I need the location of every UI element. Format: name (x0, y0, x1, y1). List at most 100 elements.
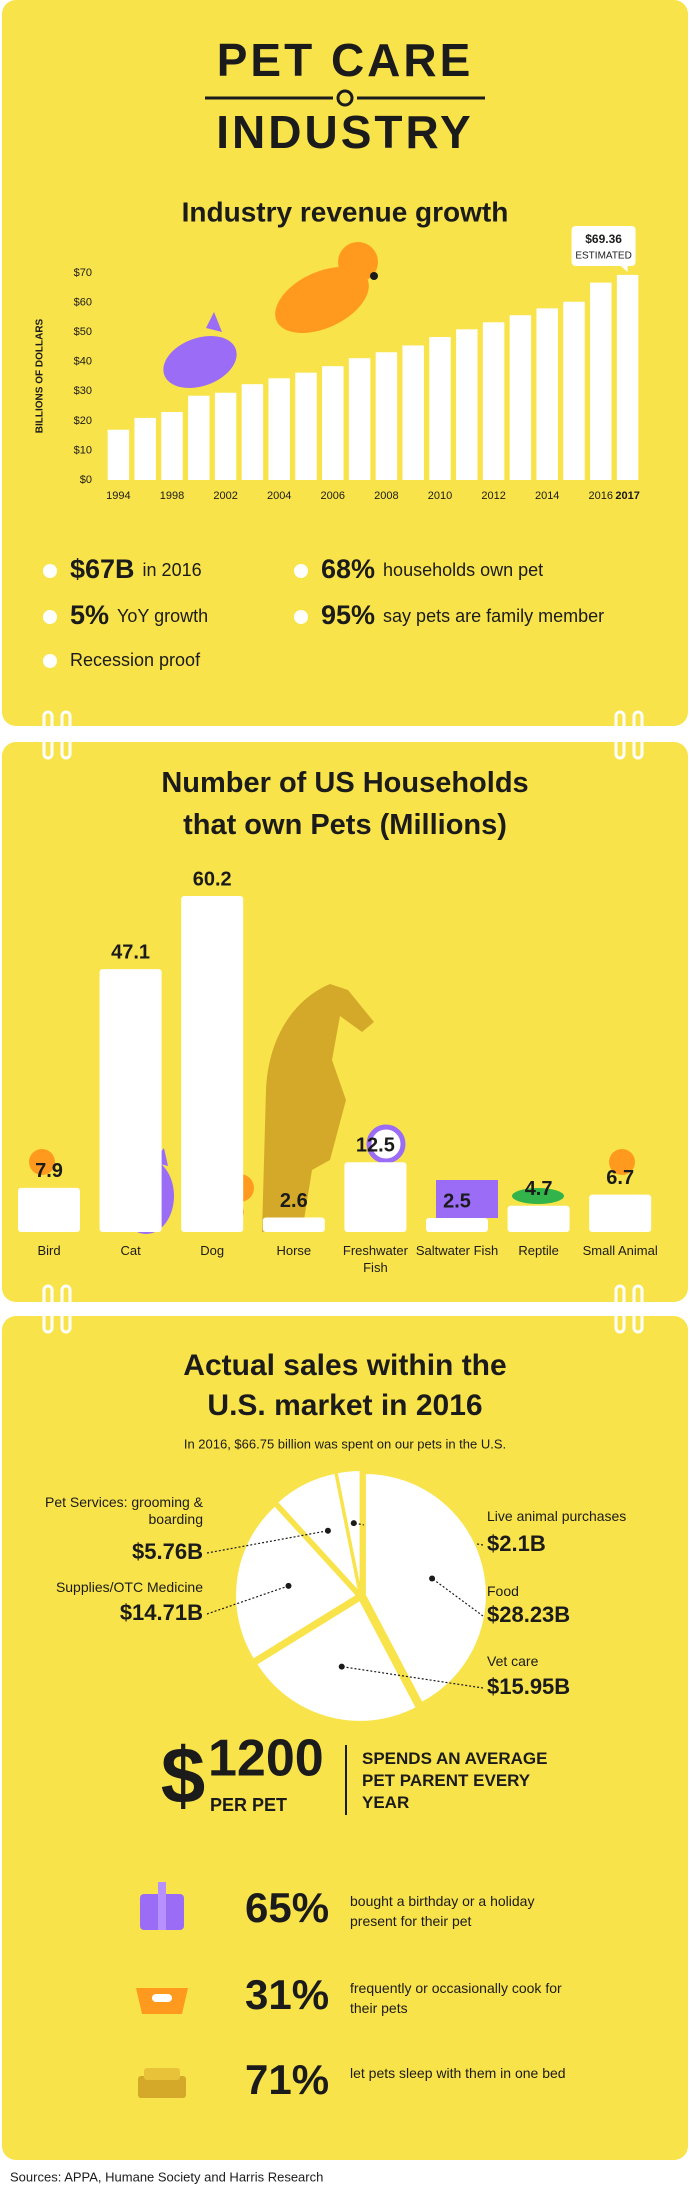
bar (426, 1218, 488, 1232)
chart-title: Industry revenue growth (182, 196, 509, 227)
leader-line (206, 1530, 329, 1554)
bar (589, 1194, 652, 1232)
value-label: 4.7 (525, 1178, 553, 1200)
bullet (43, 564, 57, 578)
currency: $ (161, 1731, 206, 1820)
bar (295, 372, 317, 480)
y-tick-label: $50 (74, 326, 92, 338)
stat: Recession proof (70, 650, 201, 670)
x-tick-label: Cat (120, 1243, 141, 1258)
bar (375, 352, 398, 480)
bar (456, 329, 478, 480)
x-tick-label: Dog (200, 1243, 225, 1258)
fact-value: 31% (245, 1971, 329, 2018)
amount: 1200 (208, 1730, 324, 1788)
leader-dot (285, 1582, 292, 1589)
stat-text: say pets are family member (383, 606, 604, 626)
bar (241, 384, 264, 480)
x-tick-label: Saltwater Fish (415, 1243, 499, 1258)
stat: 5% YoY growth (70, 600, 208, 630)
fact-text: frequently or occasionally cook for thei… (350, 1980, 562, 2016)
value-label: 60.2 (193, 868, 232, 890)
x-tick-label: 2014 (535, 490, 559, 502)
slice-label: Food (487, 1583, 519, 1599)
bar (344, 1162, 407, 1232)
value-label: 7.9 (35, 1160, 63, 1182)
panel (2, 0, 688, 726)
bar (507, 1205, 570, 1232)
slice-label: Vet care (487, 1653, 539, 1669)
stat-text: YoY growth (117, 606, 208, 626)
bullet (294, 610, 308, 624)
leader-dot (429, 1575, 436, 1582)
stat-value: 5% (70, 600, 109, 630)
annotation-box (571, 226, 636, 266)
x-tick-label: 2017 (615, 490, 639, 502)
bar (482, 322, 505, 480)
icons (136, 1882, 188, 2098)
leader-dot (338, 1663, 345, 1670)
bar (214, 392, 237, 480)
y-tick-label: $60 (74, 296, 92, 308)
x-tick-label: Small Animal (582, 1243, 658, 1258)
slice-label: Live animal purchases (487, 1508, 627, 1524)
y-tick-label: $30 (74, 385, 92, 397)
stat-text: Recession proof (70, 650, 201, 670)
value-label: $15.95B (487, 1674, 570, 1699)
chart-subtitle: In 2016, $66.75 billion was spent on our… (184, 1436, 506, 1451)
bar (262, 1217, 325, 1232)
x-tick-label: 2002 (213, 490, 237, 502)
stat-text: households own pet (383, 560, 543, 580)
x-tick-label: Freshwater Fish (342, 1243, 408, 1275)
chart-title: Actual sales within the U.S. market in 2… (183, 1349, 507, 1422)
bar (161, 411, 183, 480)
stat-value: 95% (321, 600, 375, 630)
y-axis-title: BILLIONS OF DOLLARS (35, 318, 46, 433)
pie-slice (254, 1598, 419, 1723)
fact-value: 65% (245, 1884, 329, 1931)
stat-value: 68% (321, 554, 375, 584)
x-tick-label: 2006 (321, 490, 345, 502)
fact-text: bought a birthday or a holiday present f… (350, 1893, 535, 1929)
stat: 68% households own pet (321, 554, 543, 584)
bar (18, 1187, 80, 1232)
pie-slice (234, 1503, 359, 1661)
chart-title: Number of US Households that own Pets (M… (161, 767, 529, 841)
panel (2, 742, 688, 1302)
spending-text: SPENDS AN AVERAGE PET PARENT EVERY YEAR (362, 1749, 548, 1812)
binder-rings (42, 710, 644, 1334)
x-tick-label: Reptile (518, 1243, 559, 1258)
pie-slice (363, 1472, 488, 1705)
x-tick-label: 2012 (481, 490, 505, 502)
bar (509, 315, 532, 480)
bar (536, 308, 558, 480)
panel (2, 1316, 688, 2160)
y-tick-label: $0 (80, 474, 92, 486)
x-tick-label: 2010 (428, 490, 452, 502)
value-label: 12.5 (356, 1135, 395, 1157)
title-line: PET CARE (217, 34, 474, 86)
bar (616, 274, 639, 480)
x-tick-label: 1994 (106, 490, 130, 502)
bar (348, 358, 371, 480)
bullet (43, 654, 57, 668)
annotation-pointer (619, 265, 628, 272)
annotation-note: ESTIMATED (575, 251, 631, 262)
bar (402, 345, 424, 480)
value-label: 2.5 (443, 1190, 471, 1212)
divider-dot (336, 89, 354, 107)
x-tick-label: 2008 (374, 490, 398, 502)
sources: Sources: APPA, Humane Society and Harris… (10, 2169, 323, 2184)
pie-slice (335, 1469, 362, 1593)
bar (181, 896, 244, 1232)
stat: $67B in 2016 (70, 554, 202, 584)
bar (429, 337, 451, 480)
stat-text: in 2016 (143, 560, 202, 580)
bullet (43, 610, 57, 624)
value-label: $14.71B (120, 1600, 203, 1625)
value-label: 6.7 (606, 1167, 634, 1189)
annotation: $69.36 (585, 232, 622, 246)
amount-unit: PER PET (210, 1795, 287, 1815)
